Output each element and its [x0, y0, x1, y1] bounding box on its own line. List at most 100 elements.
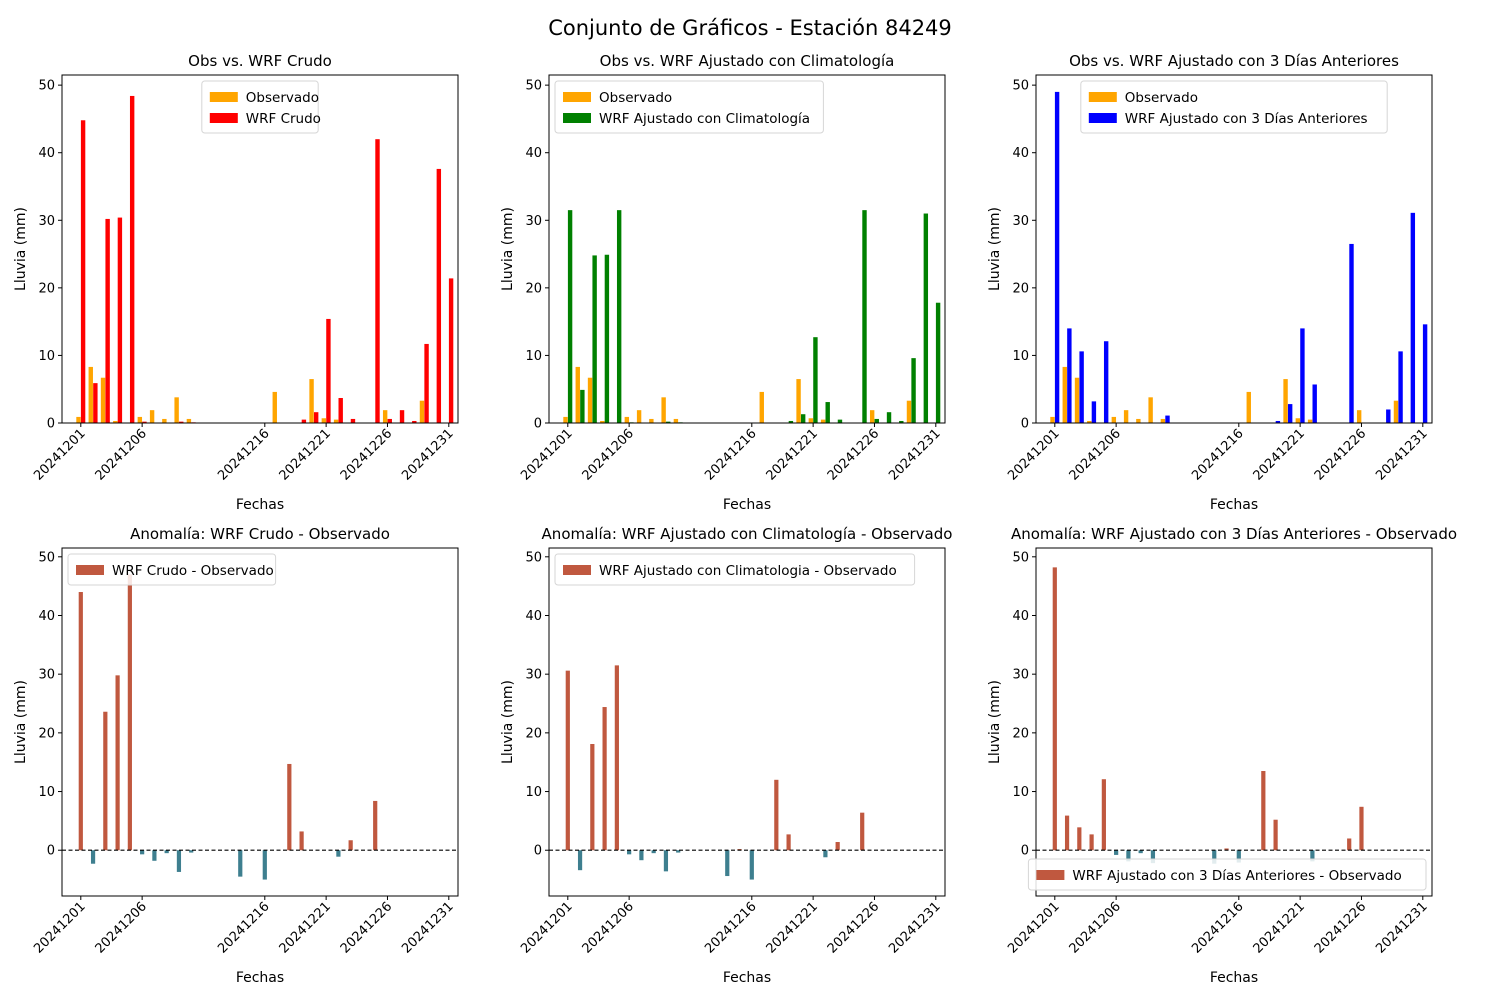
y-tick-label: 40	[1012, 609, 1029, 624]
legend: WRF Ajustado con 3 Días Anteriores - Obs…	[1027, 858, 1427, 891]
y-tick-label: 0	[47, 417, 55, 432]
bar-observed-20241206	[624, 416, 630, 423]
x-tick-label: 20241221	[1251, 899, 1308, 956]
bar-model-20241229	[1398, 351, 1403, 423]
anomaly-bar-20241222	[336, 850, 341, 857]
x-tick-label: 20241221	[764, 426, 821, 483]
y-tick-label: 20	[38, 281, 55, 296]
anomaly-bar-20241201	[78, 592, 83, 851]
legend-swatch	[209, 92, 238, 102]
y-tick-label: 0	[1021, 417, 1029, 432]
anomaly-bar-20241214	[725, 850, 730, 877]
y-axis-label: Lluvia (mm)	[987, 207, 1003, 291]
x-tick-label: 20241226	[1312, 426, 1369, 483]
legend-box	[1027, 858, 1427, 891]
legend-label: WRF Ajustado con Climatología	[599, 111, 810, 127]
y-tick-label: 40	[525, 609, 542, 624]
bar-model-20241225	[862, 210, 867, 423]
anomaly-bar-20241226	[1359, 806, 1364, 851]
x-tick-label: 20241221	[764, 899, 821, 956]
legend-label: WRF Ajustado con 3 Días Anteriores	[1125, 111, 1368, 127]
x-tick-label: 20241206	[580, 426, 637, 483]
bar-observed-20241222	[333, 419, 339, 423]
anomaly-bar-20241225	[373, 800, 378, 851]
bar-model-20241220	[313, 412, 319, 423]
legend-box	[554, 80, 824, 134]
bar-observed-20241207	[1123, 410, 1129, 423]
x-axis-label: Fechas	[236, 970, 284, 986]
anomaly-bar-20241210	[189, 850, 194, 853]
anomaly-bar-20241204	[115, 675, 120, 851]
legend-label: Observado	[1125, 90, 1198, 106]
bar-model-20241221	[813, 337, 818, 423]
anomaly-bar-20241204	[602, 707, 607, 851]
anomaly-bar-20241206	[627, 850, 632, 855]
legend-swatch	[1088, 113, 1117, 123]
bar-model-20241223	[837, 419, 843, 423]
legend: WRF Ajustado con Climatologia - Observad…	[554, 553, 916, 586]
y-axis-label: Lluvia (mm)	[500, 207, 516, 291]
anomaly-bar-20241207	[152, 850, 157, 861]
bar-model-20241228	[1386, 409, 1391, 423]
anomaly-bar-20241223	[835, 842, 840, 851]
bar-observed-20241204	[1087, 420, 1092, 423]
x-tick-label: 20241231	[886, 899, 943, 956]
y-tick-label: 20	[525, 281, 542, 296]
bar-observed-20241220	[796, 379, 801, 423]
anomaly-bar-20241223	[348, 840, 353, 851]
x-tick-label: 20241206	[93, 899, 150, 956]
bar-observed-20241217	[759, 391, 764, 423]
bar-model-20241225	[375, 139, 380, 424]
axes-frame	[1035, 547, 1433, 897]
y-tick-label: 40	[525, 146, 542, 161]
bar-observed-20241220	[1283, 379, 1288, 423]
y-tick-label: 40	[38, 146, 55, 161]
anomaly-bar-20241225	[1347, 838, 1352, 851]
bar-observed-20241226	[869, 410, 875, 423]
bar-model-20241209	[179, 421, 184, 423]
x-tick-label: 20241216	[215, 899, 272, 956]
anomaly-bar-20241204	[1089, 834, 1094, 851]
bar-model-20241202	[580, 389, 585, 423]
bar-model-20241219	[301, 419, 307, 423]
bar-model-20241201	[567, 210, 573, 423]
bar-model-20241221	[326, 318, 331, 423]
bar-model-20241230	[923, 213, 929, 423]
bar-observed-20241207	[149, 410, 155, 423]
bar-observed-20241221	[321, 418, 327, 423]
y-tick-label: 50	[38, 550, 55, 565]
y-tick-label: 50	[38, 79, 55, 94]
anomaly-bar-20241222	[823, 850, 828, 858]
axes-frame	[61, 74, 459, 424]
bar-model-20241204	[117, 217, 123, 423]
x-tick-label: 20241201	[31, 426, 88, 483]
subplot-title: Obs vs. WRF Crudo	[188, 52, 332, 70]
anomaly-bar-20241201	[1052, 567, 1057, 851]
y-tick-label: 10	[525, 349, 542, 364]
bar-observed-20241208	[649, 418, 654, 423]
bar-model-20241203	[592, 255, 597, 423]
anomaly-bar-20241205	[127, 574, 132, 851]
figure-title: Conjunto de Gráficos - Estación 84249	[548, 16, 952, 40]
anomaly-bar-20241203	[103, 711, 108, 851]
x-tick-label: 20241216	[702, 899, 759, 956]
y-tick-label: 30	[38, 214, 55, 229]
legend: WRF Crudo - Observado	[67, 553, 277, 586]
bar-model-20241204	[604, 254, 610, 423]
legend-swatch	[1036, 870, 1065, 880]
bar-observed-20241222	[1307, 419, 1313, 423]
bar-model-20241205	[1103, 341, 1109, 423]
legend-box	[554, 553, 916, 586]
y-tick-label: 0	[534, 844, 542, 859]
x-axis-label: Fechas	[236, 497, 284, 513]
x-tick-label: 20241216	[1189, 899, 1246, 956]
subplot-title: Anomalía: WRF Ajustado con Climatología …	[542, 525, 953, 543]
bar-observed-20241201	[1050, 416, 1055, 423]
anomaly-bar-20241225	[860, 812, 865, 851]
subplot-4: Anomalía: WRF Crudo - Observado 0 10 20 30 40…	[13, 525, 459, 986]
bar-model-20241229	[424, 343, 429, 423]
bar-model-20241231	[935, 302, 941, 423]
x-tick-label: 20241231	[399, 899, 456, 956]
